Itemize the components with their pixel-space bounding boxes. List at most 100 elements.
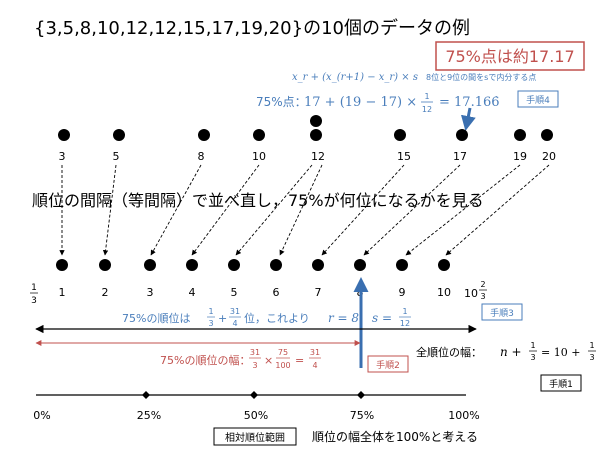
data-dot bbox=[514, 129, 526, 141]
data-dot bbox=[253, 129, 265, 141]
width75-d1: 3 bbox=[252, 361, 257, 370]
rank75-s: s = bbox=[372, 311, 392, 325]
relative-rank-range-label: 相対順位範囲 bbox=[225, 431, 285, 444]
total-width-mid: = 10 + bbox=[541, 346, 580, 359]
data-value: 8 bbox=[198, 150, 205, 163]
percent-note: 順位の幅全体を100%と考える bbox=[312, 429, 478, 444]
data-value-labels: 3 5 8 10 12 12 15 17 19 20 bbox=[59, 150, 557, 163]
data-dot bbox=[456, 129, 468, 141]
total-width-n1: 1 bbox=[530, 341, 535, 350]
rank75-plus: + bbox=[218, 312, 227, 325]
calc-label: 75%点： bbox=[256, 95, 307, 109]
internal-division-note: 8位と9位の間をsで内分する点 bbox=[426, 72, 536, 82]
total-width-d1: 3 bbox=[530, 353, 535, 362]
data-value: 20 bbox=[542, 150, 556, 163]
data-value: 10 bbox=[252, 150, 266, 163]
data-dot bbox=[198, 129, 210, 141]
rank75-d1: 3 bbox=[208, 319, 213, 328]
percent-label: 50% bbox=[244, 409, 268, 422]
percent-label: 75% bbox=[350, 409, 374, 422]
percent-tick-50 bbox=[250, 391, 258, 399]
rank-labels: 1 2 3 4 5 6 7 8 9 10 bbox=[59, 286, 452, 299]
percent-label: 0% bbox=[33, 409, 50, 422]
rank-label: 7 bbox=[315, 286, 322, 299]
data-dot bbox=[310, 115, 322, 127]
total-width-n2: 1 bbox=[589, 341, 594, 350]
top-dots bbox=[58, 115, 553, 141]
step1-box bbox=[540, 374, 582, 392]
rank-dot bbox=[99, 259, 111, 271]
percent-label: 100% bbox=[448, 409, 479, 422]
rank-dot bbox=[228, 259, 240, 271]
rank75-n1: 1 bbox=[208, 307, 213, 316]
rank-dot bbox=[270, 259, 282, 271]
rank-dots bbox=[56, 259, 450, 271]
relative-rank-range-box bbox=[213, 427, 297, 446]
rank-label: 5 bbox=[231, 286, 238, 299]
rank-dot bbox=[56, 259, 68, 271]
width75-n2: 75 bbox=[278, 348, 288, 357]
rank-dot bbox=[144, 259, 156, 271]
data-dot bbox=[310, 129, 322, 141]
step3-label: 手順3 bbox=[490, 307, 514, 319]
data-dot bbox=[541, 129, 553, 141]
data-dot bbox=[58, 129, 70, 141]
step4-label: 手順4 bbox=[526, 94, 550, 106]
rank75-d2: 4 bbox=[232, 319, 237, 328]
percent-labels: 0% 25% 50% 75% 100% bbox=[33, 409, 479, 422]
rank75-r: r = 8 bbox=[328, 311, 359, 325]
width75-prefix: 75%の順位の幅： bbox=[160, 353, 250, 367]
rank-label: 2 bbox=[102, 286, 109, 299]
rank-right-frac-num: 2 bbox=[480, 280, 485, 289]
rank-left-frac-num: 1 bbox=[31, 283, 37, 293]
data-value: 19 bbox=[513, 150, 527, 163]
data-value: 12 bbox=[311, 150, 325, 163]
rank-right-frac-den: 3 bbox=[480, 292, 485, 301]
step3-box bbox=[481, 303, 523, 321]
step4-box bbox=[517, 90, 559, 108]
title: {3,5,8,10,12,12,15,17,19,20}の10個のデータの例 bbox=[34, 18, 470, 39]
rank-right-whole: 10 bbox=[464, 287, 478, 300]
rank-label: 10 bbox=[437, 286, 451, 299]
width75-eq: = bbox=[295, 354, 304, 367]
calc-result: = 17.166̇ bbox=[439, 95, 500, 110]
rank-left-frac-den: 3 bbox=[31, 296, 37, 306]
rank-label: 9 bbox=[399, 286, 406, 299]
data-value: 5 bbox=[113, 150, 120, 163]
rank-dot bbox=[186, 259, 198, 271]
rank-label: 3 bbox=[147, 286, 154, 299]
reorder-text: 順位の間隔（等間隔）で並べ直し，75%が何位になるかを見る bbox=[32, 191, 484, 210]
rank75-suffix: 位，これより bbox=[244, 311, 310, 325]
calc-frac-den: 12 bbox=[422, 105, 432, 114]
data-dot bbox=[394, 129, 406, 141]
rank-dot bbox=[354, 259, 366, 271]
calc-expression: 17 + (19 − 17) × bbox=[304, 95, 417, 110]
rank-label: 4 bbox=[189, 286, 196, 299]
percent-tick-75 bbox=[357, 391, 365, 399]
mapping-arrows bbox=[59, 164, 550, 256]
percent-label: 25% bbox=[137, 409, 161, 422]
rank-dot bbox=[396, 259, 408, 271]
step2-label: 手順2 bbox=[376, 359, 400, 371]
total-width-expr: n + bbox=[500, 345, 522, 359]
rank-label: 1 bbox=[59, 286, 66, 299]
general-formula: x_r + (x_(r+1) − x_r) × s bbox=[292, 72, 418, 83]
rank75-n2: 31 bbox=[230, 307, 240, 316]
total-width-prefix: 全順位の幅： bbox=[416, 345, 482, 359]
rank75-s-den: 12 bbox=[400, 319, 410, 328]
data-dot bbox=[113, 129, 125, 141]
rank75-s-num: 1 bbox=[402, 307, 407, 316]
rank-dot bbox=[312, 259, 324, 271]
result-box-text: 75%点は約17.17 bbox=[445, 47, 574, 66]
rank-label: 6 bbox=[273, 286, 280, 299]
data-value: 17 bbox=[453, 150, 467, 163]
step2-box bbox=[367, 355, 409, 373]
width75-d2: 100 bbox=[275, 361, 290, 370]
percent-tick-25 bbox=[142, 391, 150, 399]
data-value: 15 bbox=[397, 150, 411, 163]
calc-frac-num: 1 bbox=[424, 92, 429, 101]
width75-n1: 31 bbox=[250, 348, 260, 357]
total-width-d2: 3 bbox=[589, 353, 594, 362]
